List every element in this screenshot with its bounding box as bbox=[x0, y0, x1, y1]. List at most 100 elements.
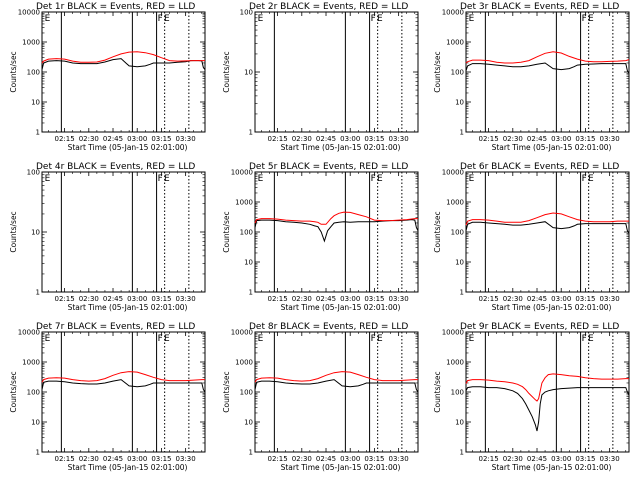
x-tick-label: 03:00 bbox=[340, 135, 360, 143]
x-tick-label: 02:15 bbox=[268, 295, 288, 303]
x-tick-label: 02:45 bbox=[527, 295, 547, 303]
y-tick-label: 1 bbox=[249, 289, 253, 297]
flag-f: F bbox=[582, 174, 587, 184]
flag-f: F bbox=[371, 174, 376, 184]
x-tick-label: 02:15 bbox=[268, 455, 288, 463]
x-axis-label: Start Time (05-Jan-15 02:01:00) bbox=[492, 463, 612, 472]
x-tick-label: 03:30 bbox=[389, 135, 409, 143]
x-tick-label: 02:45 bbox=[103, 455, 123, 463]
plot-frame bbox=[254, 11, 419, 133]
x-tick-label: 02:15 bbox=[479, 455, 499, 463]
panel-det-9r: Det 9r BLACK = Events, RED = LLD 1 10 100 10… bbox=[433, 322, 630, 472]
panel-title: Det 1r BLACK = Events, RED = LLD bbox=[36, 2, 195, 12]
y-tick-label: 1 bbox=[460, 129, 464, 137]
y-axis-label: Counts/sec bbox=[433, 211, 442, 252]
panel-title: Det 4r BLACK = Events, RED = LLD bbox=[36, 162, 195, 172]
y-tick-label: 10 bbox=[455, 259, 464, 267]
plot-frame bbox=[41, 171, 206, 293]
x-tick-label: 03:30 bbox=[176, 295, 196, 303]
x-tick-label: 02:30 bbox=[79, 295, 99, 303]
x-tick-label: 03:00 bbox=[127, 295, 147, 303]
y-tick-label: 100 bbox=[451, 69, 464, 77]
y-axis-label: Counts/sec bbox=[433, 371, 442, 412]
y-tick-label: 100 bbox=[240, 389, 253, 397]
series-lld-line bbox=[465, 51, 630, 64]
x-tick-label: 03:15 bbox=[151, 295, 171, 303]
series-lld-line bbox=[465, 212, 629, 226]
x-tick-label: 03:15 bbox=[364, 455, 384, 463]
y-tick-label: 10 bbox=[31, 229, 40, 237]
series-events-line bbox=[254, 219, 419, 243]
x-tick-label: 02:30 bbox=[79, 135, 99, 143]
panel-title: Det 5r BLACK = Events, RED = LLD bbox=[249, 162, 408, 172]
flag-e: E bbox=[469, 174, 475, 184]
panel-det-4r: Det 4r BLACK = Events, RED = LLD 1 10 100 02… bbox=[9, 162, 206, 312]
x-tick-label: 03:30 bbox=[176, 135, 196, 143]
series-lld-line bbox=[254, 211, 418, 225]
y-axis-label: Counts/sec bbox=[9, 51, 18, 92]
x-tick-label: 03:15 bbox=[575, 295, 595, 303]
panel-det-2r: Det 2r BLACK = Events, RED = LLD 1 10 100 02… bbox=[222, 2, 419, 152]
y-tick-label: 1000 bbox=[446, 359, 464, 367]
x-tick-label: 03:00 bbox=[340, 295, 360, 303]
x-tick-label: 03:15 bbox=[575, 135, 595, 143]
series-lld-line bbox=[41, 51, 205, 64]
flag-e: E bbox=[588, 14, 594, 24]
y-tick-label: 1 bbox=[460, 289, 464, 297]
panel-title: Det 2r BLACK = Events, RED = LLD bbox=[249, 2, 408, 12]
flag-e: E bbox=[45, 174, 51, 184]
y-tick-label: 1 bbox=[36, 129, 40, 137]
y-tick-label: 1000 bbox=[235, 199, 253, 207]
flag-f: F bbox=[371, 334, 376, 344]
y-tick-label: 10 bbox=[455, 99, 464, 107]
x-axis-label: Start Time (05-Jan-15 02:01:00) bbox=[281, 143, 401, 152]
y-tick-label: 10000 bbox=[18, 9, 40, 17]
series-events-line bbox=[465, 62, 630, 74]
panel-title: Det 8r BLACK = Events, RED = LLD bbox=[249, 322, 408, 332]
y-tick-label: 100 bbox=[27, 389, 40, 397]
plot-frame bbox=[254, 171, 419, 293]
x-tick-label: 02:45 bbox=[103, 135, 123, 143]
panel-det-8r: Det 8r BLACK = Events, RED = LLD 1 10 100 10… bbox=[222, 322, 419, 472]
x-tick-label: 03:00 bbox=[551, 295, 571, 303]
series-events-line bbox=[465, 386, 630, 432]
x-tick-label: 03:30 bbox=[389, 455, 409, 463]
y-tick-label: 10000 bbox=[18, 329, 40, 337]
x-tick-label: 02:30 bbox=[292, 295, 312, 303]
y-tick-label: 10 bbox=[244, 69, 253, 77]
x-tick-label: 03:15 bbox=[364, 295, 384, 303]
x-tick-label: 03:30 bbox=[176, 455, 196, 463]
y-tick-label: 1 bbox=[249, 449, 253, 457]
y-tick-label: 10000 bbox=[231, 329, 253, 337]
y-tick-label: 10000 bbox=[442, 329, 464, 337]
y-tick-label: 10000 bbox=[231, 169, 253, 177]
flag-e: E bbox=[45, 334, 51, 344]
y-tick-label: 100 bbox=[240, 9, 253, 17]
y-tick-label: 10 bbox=[244, 259, 253, 267]
x-axis-label: Start Time (05-Jan-15 02:01:00) bbox=[492, 143, 612, 152]
x-tick-label: 02:15 bbox=[268, 135, 288, 143]
x-tick-label: 02:15 bbox=[55, 455, 75, 463]
x-axis-label: Start Time (05-Jan-15 02:01:00) bbox=[492, 303, 612, 312]
x-axis-label: Start Time (05-Jan-15 02:01:00) bbox=[68, 303, 188, 312]
flag-f: F bbox=[582, 334, 587, 344]
flag-e: E bbox=[588, 334, 594, 344]
x-tick-label: 03:15 bbox=[364, 135, 384, 143]
plot-frame bbox=[41, 331, 206, 453]
flag-e: E bbox=[588, 174, 594, 184]
x-tick-label: 02:30 bbox=[292, 135, 312, 143]
series-events-line bbox=[41, 58, 206, 70]
y-tick-label: 1000 bbox=[22, 359, 40, 367]
y-tick-label: 100 bbox=[240, 229, 253, 237]
series-lld-line bbox=[254, 371, 418, 383]
y-tick-label: 1 bbox=[36, 289, 40, 297]
x-tick-label: 02:15 bbox=[479, 295, 499, 303]
x-tick-label: 02:45 bbox=[316, 135, 336, 143]
y-tick-label: 10 bbox=[455, 419, 464, 427]
plot-frame bbox=[254, 331, 419, 453]
x-tick-label: 03:30 bbox=[600, 135, 620, 143]
flag-f: F bbox=[158, 14, 163, 24]
x-axis-label: Start Time (05-Jan-15 02:01:00) bbox=[68, 143, 188, 152]
y-tick-label: 1 bbox=[249, 129, 253, 137]
